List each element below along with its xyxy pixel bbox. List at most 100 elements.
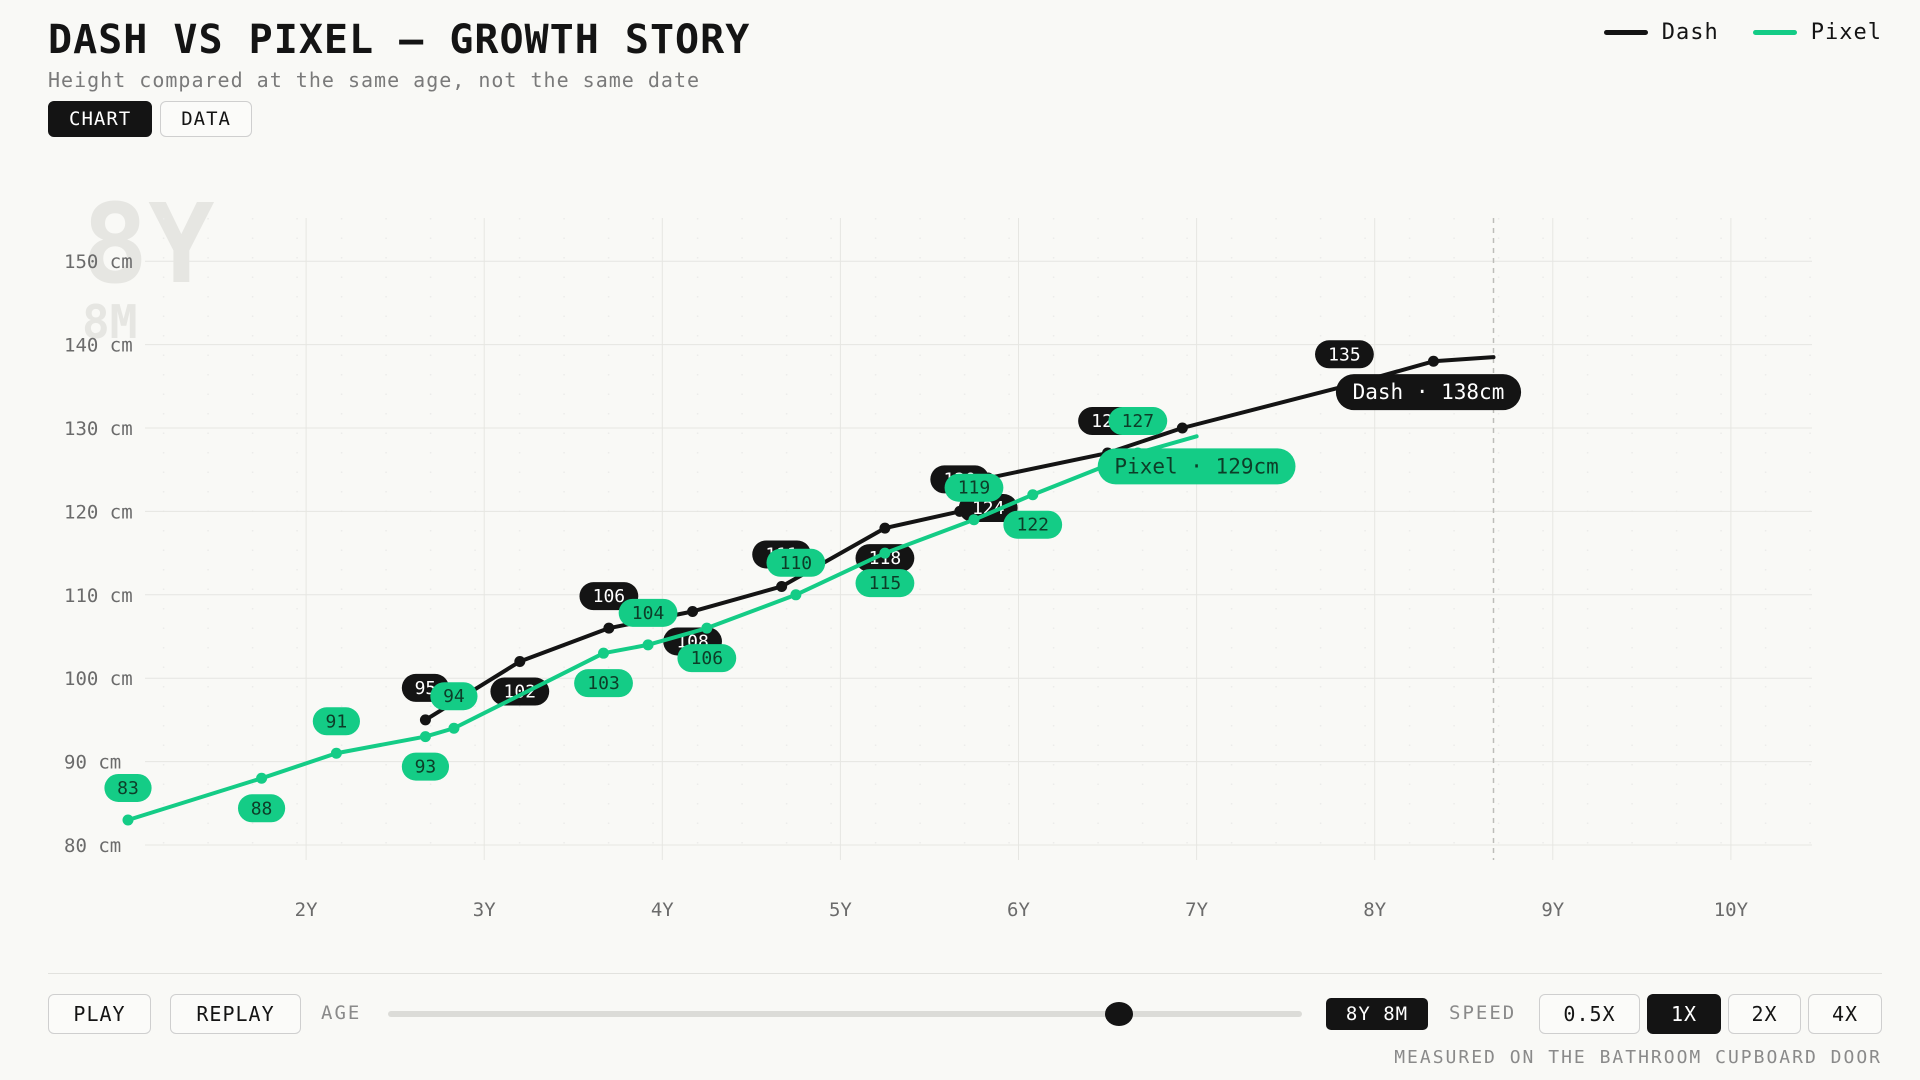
data-label-pixel: 91	[326, 711, 348, 732]
data-label-pill-pixel	[401, 752, 450, 781]
x-tick-label: 9Y	[1541, 899, 1564, 921]
data-label-pill-pixel	[944, 473, 1004, 502]
data-label-dash: 135	[1328, 344, 1361, 365]
series-line-pixel	[126, 434, 1199, 822]
age-value-badge: 8Y 8M	[1326, 998, 1428, 1030]
y-tick-label: 110 cm	[64, 585, 133, 607]
page-title: DASH VS PIXEL — GROWTH STORY	[48, 17, 751, 63]
x-tick-label: 7Y	[1185, 899, 1208, 921]
data-label-pixel: 127	[1122, 411, 1155, 432]
data-point-pixel	[122, 814, 134, 826]
data-label-dash: 124	[972, 498, 1005, 519]
x-tick-label: 6Y	[1007, 899, 1030, 921]
y-tick-label: 140 cm	[64, 335, 133, 357]
data-label-pill-pixel	[237, 794, 286, 823]
controls-divider	[48, 973, 1882, 974]
data-label-pixel: 119	[958, 478, 991, 499]
speed-2x-button[interactable]: 2X	[1728, 994, 1801, 1034]
legend-label-pixel: Pixel	[1810, 20, 1882, 45]
data-point-pixel	[968, 514, 980, 526]
legend-label-dash: Dash	[1661, 20, 1719, 45]
age-label: AGE	[321, 1002, 362, 1024]
data-point-pixel	[598, 647, 610, 659]
play-button[interactable]: PLAY	[48, 994, 151, 1034]
data-point-pixel	[1027, 489, 1039, 501]
data-label-pill-pixel	[430, 682, 478, 711]
data-point-dash	[776, 580, 788, 592]
legend-swatch-dash	[1603, 30, 1648, 35]
data-label-dash: 106	[593, 586, 626, 607]
data-point-pixel	[701, 622, 713, 634]
y-tick-label: 100 cm	[64, 668, 133, 690]
data-label-pixel: 115	[869, 573, 902, 594]
data-label-pixel: 94	[443, 686, 465, 707]
data-label-pill-pixel	[104, 773, 152, 802]
data-point-dash	[514, 656, 526, 668]
data-label-pill-pixel	[855, 569, 915, 598]
data-point-dash	[879, 522, 891, 534]
tab-chart[interactable]: CHART	[48, 101, 153, 137]
legend-item-pixel: Pixel	[1752, 20, 1882, 45]
legend-item-dash: Dash	[1603, 20, 1719, 45]
age-slider-track[interactable]	[388, 1011, 1302, 1017]
y-tick-label: 80 cm	[64, 835, 121, 857]
footnote: MEASURED ON THE BATHROOM CUPBOARD DOOR	[1394, 1047, 1882, 1068]
chart-legend: Dash Pixel	[1603, 20, 1882, 45]
data-label-pill-pixel	[766, 548, 826, 577]
speed-0-5x-button[interactable]: 0.5X	[1539, 994, 1640, 1034]
data-point-pixel	[790, 589, 802, 601]
speed-label: SPEED	[1449, 1002, 1517, 1024]
x-tick-label: 2Y	[295, 899, 318, 921]
data-label-pill-pixel	[574, 669, 633, 698]
data-point-pixel	[642, 639, 654, 651]
x-tick-label: 10Y	[1714, 899, 1749, 921]
y-tick-label: 120 cm	[64, 501, 133, 523]
current-value-callout-dash	[1335, 374, 1522, 411]
view-tabs: CHART DATA	[48, 101, 252, 137]
data-point-pixel	[419, 731, 431, 743]
data-label-pill-pixel	[1003, 510, 1063, 539]
x-tick-label: 5Y	[829, 899, 852, 921]
data-label-pill-pixel	[618, 598, 678, 627]
x-tick-label: 4Y	[651, 899, 674, 921]
data-label-pixel: 88	[251, 798, 273, 819]
data-label-pixel: 83	[117, 778, 139, 799]
speed-1x-button[interactable]: 1X	[1647, 994, 1721, 1034]
x-tick-label: 8Y	[1363, 899, 1386, 921]
age-watermark-years: 8Y	[82, 180, 214, 308]
replay-button[interactable]: REPLAY	[170, 994, 301, 1034]
current-value-label-dash: Dash · 138cm	[1353, 380, 1505, 404]
current-value-label-pixel: Pixel · 129cm	[1114, 454, 1278, 478]
series-line-dash	[423, 355, 1496, 722]
y-tick-label: 150 cm	[64, 251, 133, 273]
data-point-dash	[603, 622, 615, 634]
data-point-dash	[687, 605, 699, 617]
data-label-pill-pixel	[677, 644, 737, 673]
data-point-dash	[419, 714, 431, 726]
data-point-dash	[1427, 355, 1439, 367]
data-point-pixel	[879, 547, 891, 559]
current-value-callout-pixel	[1097, 448, 1296, 485]
y-tick-label: 130 cm	[64, 418, 133, 440]
data-label-pixel: 106	[691, 648, 724, 669]
data-point-dash	[1176, 422, 1188, 434]
speed-4x-button[interactable]: 4X	[1808, 994, 1882, 1034]
data-point-pixel	[448, 722, 460, 734]
data-point-pixel	[330, 747, 342, 759]
data-label-pixel: 103	[587, 673, 620, 694]
y-tick-label: 90 cm	[64, 752, 121, 774]
data-label-pixel: 110	[780, 553, 813, 574]
tab-data[interactable]: DATA	[160, 101, 252, 137]
data-label-pill-dash	[1315, 340, 1374, 369]
page-subtitle: Height compared at the same age, not the…	[48, 68, 701, 92]
data-label-pill-pixel	[1108, 407, 1168, 436]
data-label-pixel: 104	[632, 603, 665, 624]
data-label-pill-dash	[490, 677, 550, 706]
legend-swatch-pixel	[1752, 30, 1797, 35]
age-watermark-months: 8M	[82, 295, 137, 349]
data-point-pixel	[256, 772, 268, 784]
age-slider-thumb[interactable]	[1105, 1002, 1134, 1026]
x-tick-label: 3Y	[473, 899, 496, 921]
